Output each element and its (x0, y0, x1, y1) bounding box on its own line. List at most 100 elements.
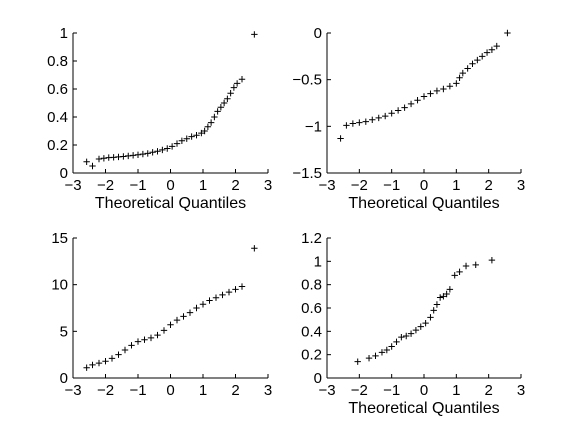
qq-point-marker (446, 286, 454, 293)
y-tick-label: 0.4 (301, 323, 322, 340)
qq-point-marker (456, 74, 463, 81)
qq-point-marker (115, 351, 122, 358)
qq-point-marker (459, 69, 466, 77)
qq-point-marker (474, 56, 481, 64)
qq-point-marker (469, 60, 476, 67)
qq-point-marker (456, 268, 463, 276)
qq-point-marker (164, 145, 171, 152)
qq-point-marker (403, 332, 410, 340)
y-tick-label: 0 (314, 370, 322, 387)
qq-point-marker (479, 53, 486, 60)
y-tick-label: 0.2 (47, 137, 68, 154)
qq-point-marker (388, 110, 395, 117)
qq-point-marker (504, 29, 511, 37)
qq-point-marker (120, 153, 127, 160)
qq-point-marker (201, 127, 208, 135)
qq-point-marker (154, 331, 161, 339)
qq-point-marker (233, 80, 241, 87)
qq-point-marker (129, 152, 137, 159)
qq-point-marker (337, 135, 344, 142)
y-tick-label: 0.8 (47, 53, 68, 70)
qq-point-marker (394, 107, 402, 114)
x-axis-label: Theoretical Quantiles (348, 400, 499, 417)
x-tick-label: 1 (452, 382, 460, 399)
qq-point-marker (160, 327, 168, 334)
x-tick-label: −3 (64, 177, 81, 194)
qq-point-marker (173, 316, 181, 324)
qq-point-marker (369, 116, 376, 123)
x-tick-label: −2 (351, 382, 368, 399)
qq-point-marker (401, 104, 408, 111)
qq-point-marker (230, 84, 238, 91)
qq-point-marker (144, 150, 151, 157)
qq-point-marker (193, 132, 200, 139)
y-tick-label: 0.6 (47, 81, 68, 98)
qq-point-marker (238, 76, 246, 83)
qq-point-marker (100, 155, 108, 162)
x-tick-label: 3 (517, 177, 525, 194)
qq-point-marker (125, 152, 132, 160)
qq-point-marker (193, 304, 200, 312)
qq-point-marker (483, 49, 491, 56)
y-tick-label: 0.6 (301, 300, 322, 317)
qq-point-marker (159, 146, 166, 154)
qq-point-marker (378, 349, 386, 356)
qq-point-marker (219, 291, 226, 299)
qq-point-marker (95, 155, 103, 163)
qq-point-marker (343, 122, 350, 129)
y-tick-label: 10 (51, 277, 68, 294)
qq-point-marker (227, 90, 234, 97)
x-tick-label: −1 (383, 382, 400, 399)
x-tick-label: 0 (166, 177, 174, 194)
x-tick-label: 0 (420, 382, 428, 399)
qq-point-marker (407, 330, 415, 337)
qq-point-marker (398, 333, 405, 341)
qq-point-marker (83, 158, 90, 165)
x-tick-label: −3 (318, 177, 335, 194)
qq-point-marker (204, 123, 212, 130)
qq-point-marker (417, 323, 424, 330)
qq-point-marker (433, 87, 441, 95)
qq-point-marker (251, 31, 258, 38)
qq-panel-3: −3 −2 −1 0 1 2 3 0 5 10 15 (51, 230, 272, 399)
qq-point-marker (451, 272, 458, 279)
x-tick-label: 1 (199, 382, 207, 399)
y-tick-label: 5 (60, 323, 68, 340)
qq-point-marker (121, 346, 129, 354)
qq-point-marker (211, 113, 218, 121)
qq-point-marker (199, 301, 207, 308)
qq-point-marker (393, 338, 400, 346)
qq-point-marker (180, 313, 187, 320)
qq-point-marker (217, 104, 225, 111)
qq-point-marker (420, 93, 428, 100)
y-tick-label: 0.4 (47, 109, 68, 126)
qq-point-marker (238, 283, 246, 290)
qq-point-marker (388, 343, 395, 350)
qq-point-marker (141, 336, 148, 343)
qq-point-marker (349, 120, 357, 127)
qq-point-marker (440, 293, 447, 300)
qq-point-marker (212, 294, 220, 301)
x-tick-label: −1 (129, 382, 146, 399)
qq-point-marker (224, 95, 231, 102)
x-tick-label: 0 (420, 177, 428, 194)
qq-point-marker (102, 358, 109, 365)
qq-point-marker (383, 346, 391, 354)
qq-point-marker (362, 118, 369, 125)
x-tick-label: 3 (264, 382, 272, 399)
qq-point-marker (206, 297, 213, 304)
qq-point-marker (414, 97, 421, 104)
qq-point-marker (188, 133, 195, 140)
qq-point-marker (462, 262, 470, 270)
x-tick-label: 2 (231, 177, 239, 194)
x-tick-label: −2 (97, 177, 114, 194)
qq-point-marker (430, 307, 437, 314)
x-axis-label: Theoretical Quantiles (348, 195, 499, 212)
qq-point-marker (183, 135, 190, 142)
y-tick-label: 1 (314, 253, 322, 270)
qq-point-marker (232, 286, 239, 293)
y-tick-label: 1 (60, 25, 68, 42)
y-tick-label: 0.8 (301, 277, 322, 294)
